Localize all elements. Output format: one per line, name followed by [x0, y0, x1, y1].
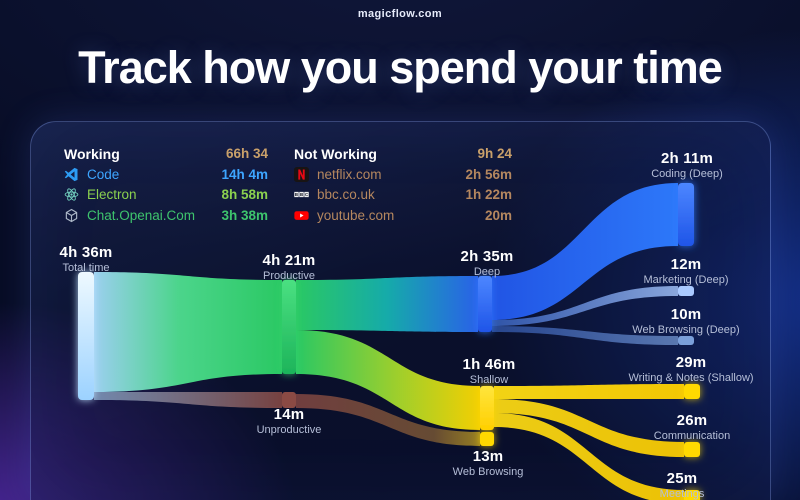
node-value: 2h 11m	[660, 150, 714, 167]
node-value: 2h 35m	[460, 248, 514, 265]
node-label-marketing-deep: 12m Marketing (Deep)	[644, 256, 729, 286]
working-header-row: Working 66h 34	[64, 145, 268, 162]
site-url: magicflow.com	[357, 8, 443, 20]
svg-text:C: C	[305, 192, 308, 197]
node-name: Total time	[62, 262, 110, 274]
node-label-productive: 4h 21m Productive	[263, 252, 316, 282]
app-row-code: Code 14h 4m	[64, 167, 268, 182]
node-label-communication: 26m Communication	[654, 412, 730, 442]
site-label: netflix.com	[317, 166, 382, 182]
node-value: 25m	[666, 470, 698, 487]
node-name: Deep	[473, 266, 501, 278]
node-label-web-browsing-deep: 10m Web Browsing (Deep)	[632, 306, 739, 336]
node-value: 14m	[273, 406, 305, 423]
node-label-coding-deep: 2h 11m Coding (Deep)	[651, 150, 723, 180]
app-row-openai: Chat.Openai.Com 3h 38m	[64, 208, 268, 223]
node-name: Communication	[653, 430, 731, 442]
electron-icon	[64, 187, 79, 202]
node-name: Coding (Deep)	[651, 168, 723, 180]
site-value: 1h 22m	[465, 187, 512, 202]
site-label: bbc.co.uk	[317, 187, 375, 202]
app-label: Code	[87, 166, 120, 182]
node-value: 4h 21m	[262, 252, 316, 269]
node-label-deep: 2h 35m Deep	[461, 248, 514, 278]
app-label: Electron	[87, 187, 137, 202]
node-value: 10m	[670, 306, 702, 323]
site-row-netflix: netflix.com 2h 56m	[294, 166, 512, 182]
working-label: Working	[64, 145, 120, 162]
svg-text:B: B	[295, 192, 298, 197]
node-label-total-time: 4h 36m Total time	[60, 244, 113, 274]
vscode-icon	[64, 167, 79, 182]
netflix-icon	[294, 166, 309, 182]
stats-table: Working 66h 34 Code 14h 4m Electron 8h 5…	[64, 146, 512, 228]
node-name: Writing & Notes (Shallow)	[628, 372, 754, 384]
youtube-icon	[294, 208, 309, 223]
app-row-electron: Electron 8h 58m	[64, 187, 268, 202]
app-value: 8h 58m	[221, 187, 268, 202]
node-name: Productive	[263, 270, 315, 282]
not-working-total: 9h 24	[477, 146, 512, 161]
node-label-unproductive: 14m Unproductive	[257, 406, 322, 436]
not-working-header-row: Not Working 9h 24	[294, 145, 512, 162]
app-value: 14h 4m	[221, 166, 268, 182]
node-value: 12m	[670, 256, 702, 273]
page-title: Track how you spend your time	[78, 42, 723, 93]
working-column: Working 66h 34 Code 14h 4m Electron 8h 5…	[64, 146, 268, 228]
node-label-writing-notes: 29m Writing & Notes (Shallow)	[628, 354, 753, 384]
site-value: 20m	[484, 207, 512, 223]
site-row-youtube: youtube.com 20m	[294, 208, 512, 223]
openai-icon	[64, 208, 79, 223]
node-name: Shallow	[469, 374, 509, 386]
node-name: Marketing (Deep)	[643, 274, 729, 286]
node-value: 26m	[676, 412, 708, 429]
node-label-web-browsing: 13m Web Browsing	[453, 448, 524, 478]
node-name: Meetings	[659, 488, 705, 500]
node-value: 1h 46m	[462, 356, 516, 373]
node-value: 13m	[472, 448, 504, 465]
not-working-label: Not Working	[294, 145, 377, 162]
site-label: youtube.com	[317, 207, 395, 223]
node-value: 4h 36m	[59, 244, 113, 261]
app-label: Chat.Openai.Com	[87, 207, 196, 223]
app-value: 3h 38m	[221, 207, 268, 223]
site-value: 2h 56m	[465, 166, 512, 182]
node-value: 29m	[675, 354, 707, 371]
node-label-meetings: 25m Meetings	[660, 470, 705, 500]
svg-text:B: B	[300, 192, 303, 197]
working-total: 66h 34	[225, 146, 268, 161]
node-name: Web Browsing	[452, 466, 524, 478]
node-name: Unproductive	[256, 424, 322, 436]
node-label-shallow: 1h 46m Shallow	[463, 356, 516, 386]
node-name: Web Browsing (Deep)	[632, 324, 740, 336]
